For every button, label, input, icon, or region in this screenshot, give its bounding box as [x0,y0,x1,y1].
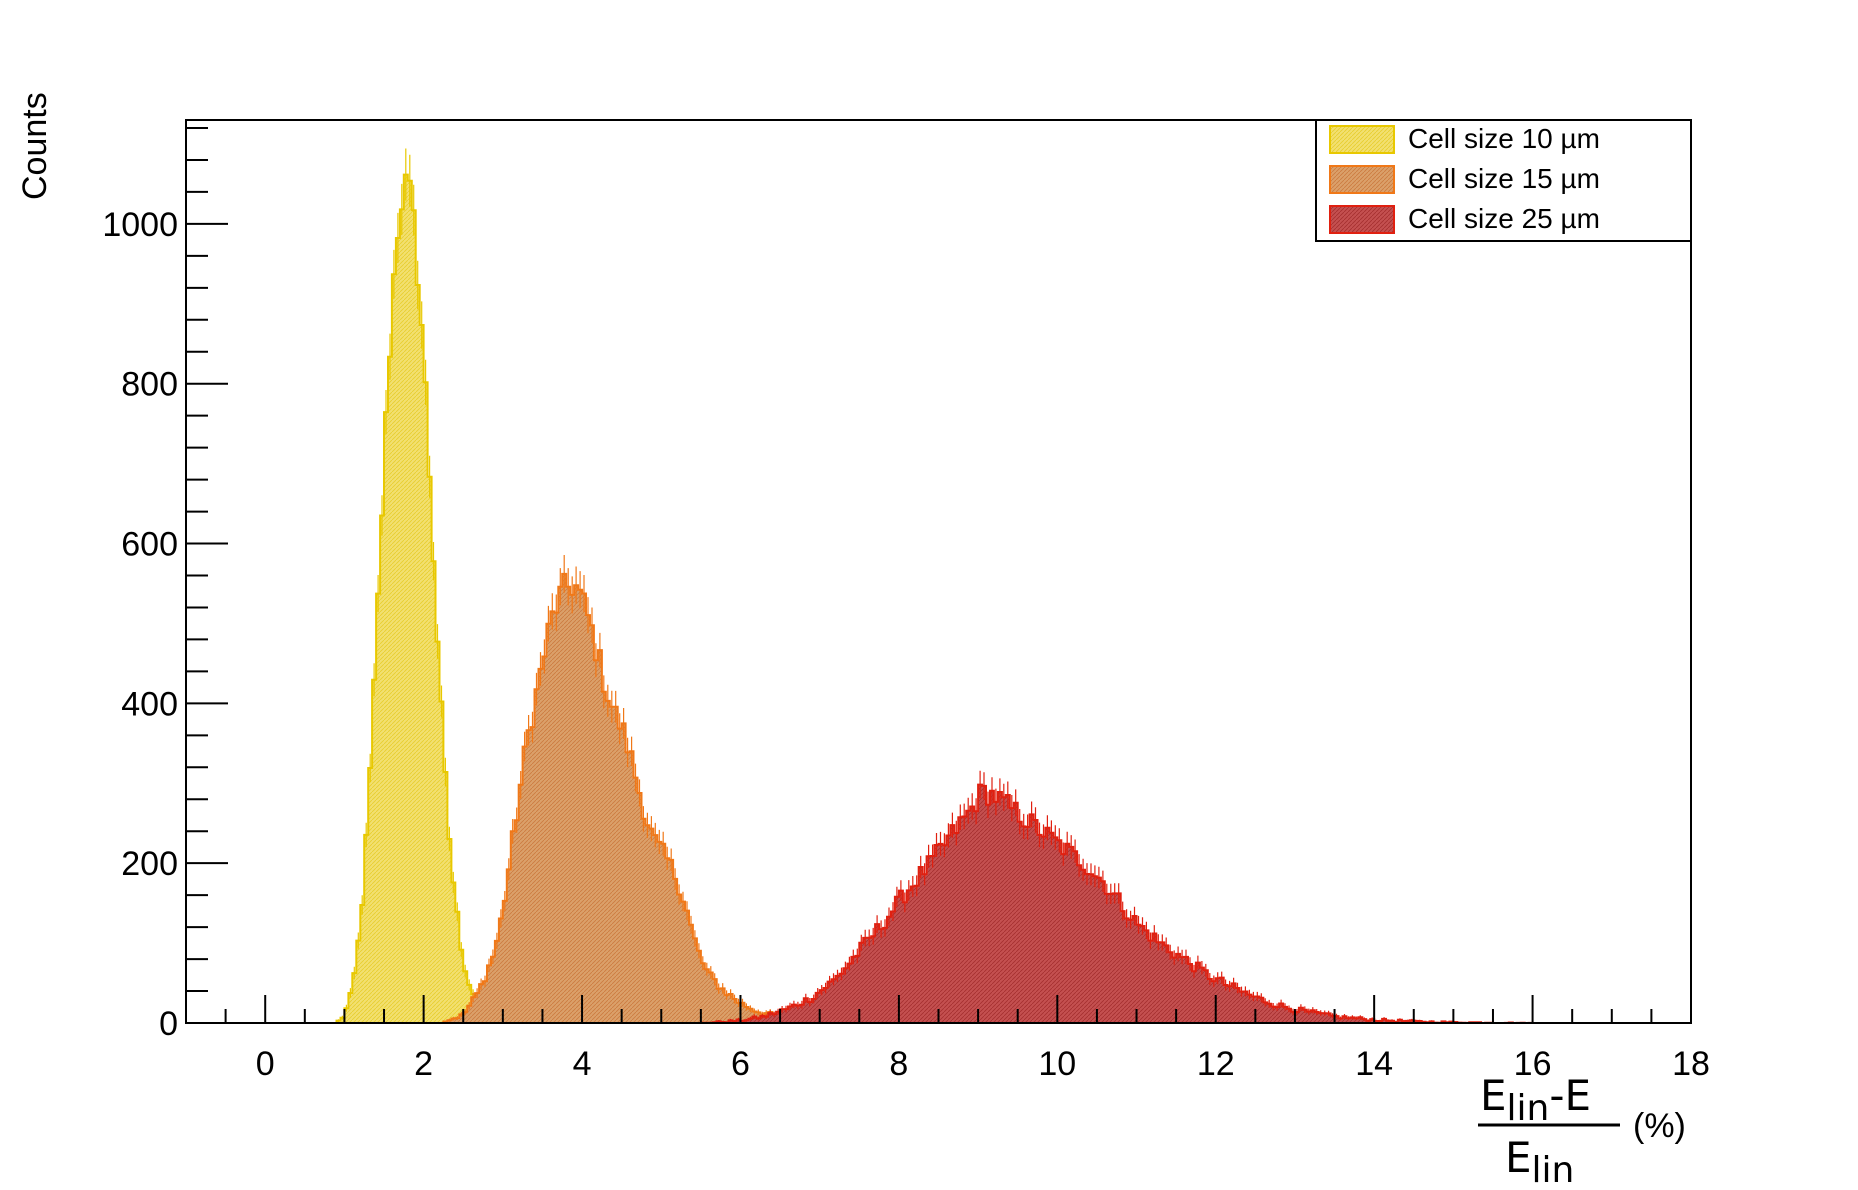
histogram-15um [439,572,848,1024]
x-tick-label: 14 [1355,1045,1393,1083]
series-15um [439,555,848,1024]
legend-swatch-15um [1329,165,1395,194]
x-tick-label: 2 [414,1045,433,1083]
plot-frame [185,119,1692,1024]
series-layer [186,148,1691,1024]
y-tick-label: 0 [159,1005,178,1043]
legend-label-25um: Cell size 25 µm [1408,203,1600,234]
x-axis-denominator: Elin [1505,1133,1574,1190]
x-tick-label: 18 [1672,1045,1710,1083]
legend: Cell size 10 µm Cell size 15 µm Cell siz… [1315,119,1692,242]
legend-entry-15um: Cell size 15 µm [1329,163,1600,194]
x-tick-label: 10 [1038,1045,1076,1083]
x-tick-label: 4 [573,1045,592,1083]
y-tick-label: 400 [121,685,178,723]
legend-label-10um: Cell size 10 µm [1408,123,1600,154]
x-tick-label: 6 [731,1045,750,1083]
y-axis-title: Counts [16,92,54,200]
y-tick-label: 1000 [102,206,178,244]
series-25um [699,770,1652,1024]
legend-swatch-25um [1329,205,1395,234]
x-axis-title: Elin-E Elin (%) [1478,1071,1686,1190]
legend-entry-25um: Cell size 25 µm [1329,203,1600,234]
legend-swatch-10um [1329,125,1395,154]
histogram-25um [699,783,1652,1024]
x-tick-label: 8 [889,1045,908,1083]
legend-label-15um: Cell size 15 µm [1408,163,1600,194]
y-tick-label: 600 [121,526,178,564]
legend-entry-10um: Cell size 10 µm [1329,123,1600,154]
y-tick-label: 200 [121,845,178,883]
error-bars-25um [718,770,1433,1023]
x-tick-label: 12 [1197,1045,1235,1083]
y-tick-label: 800 [121,366,178,404]
x-tick-label: 0 [256,1045,275,1083]
x-axis-numerator: Elin-E [1480,1071,1591,1129]
x-axis-unit: (%) [1633,1107,1686,1145]
x-tick-label: 16 [1514,1045,1552,1083]
axes-layer: 0 2 4 6 8 10 12 14 16 18 0 200 400 600 800 1000 [102,126,1710,1083]
